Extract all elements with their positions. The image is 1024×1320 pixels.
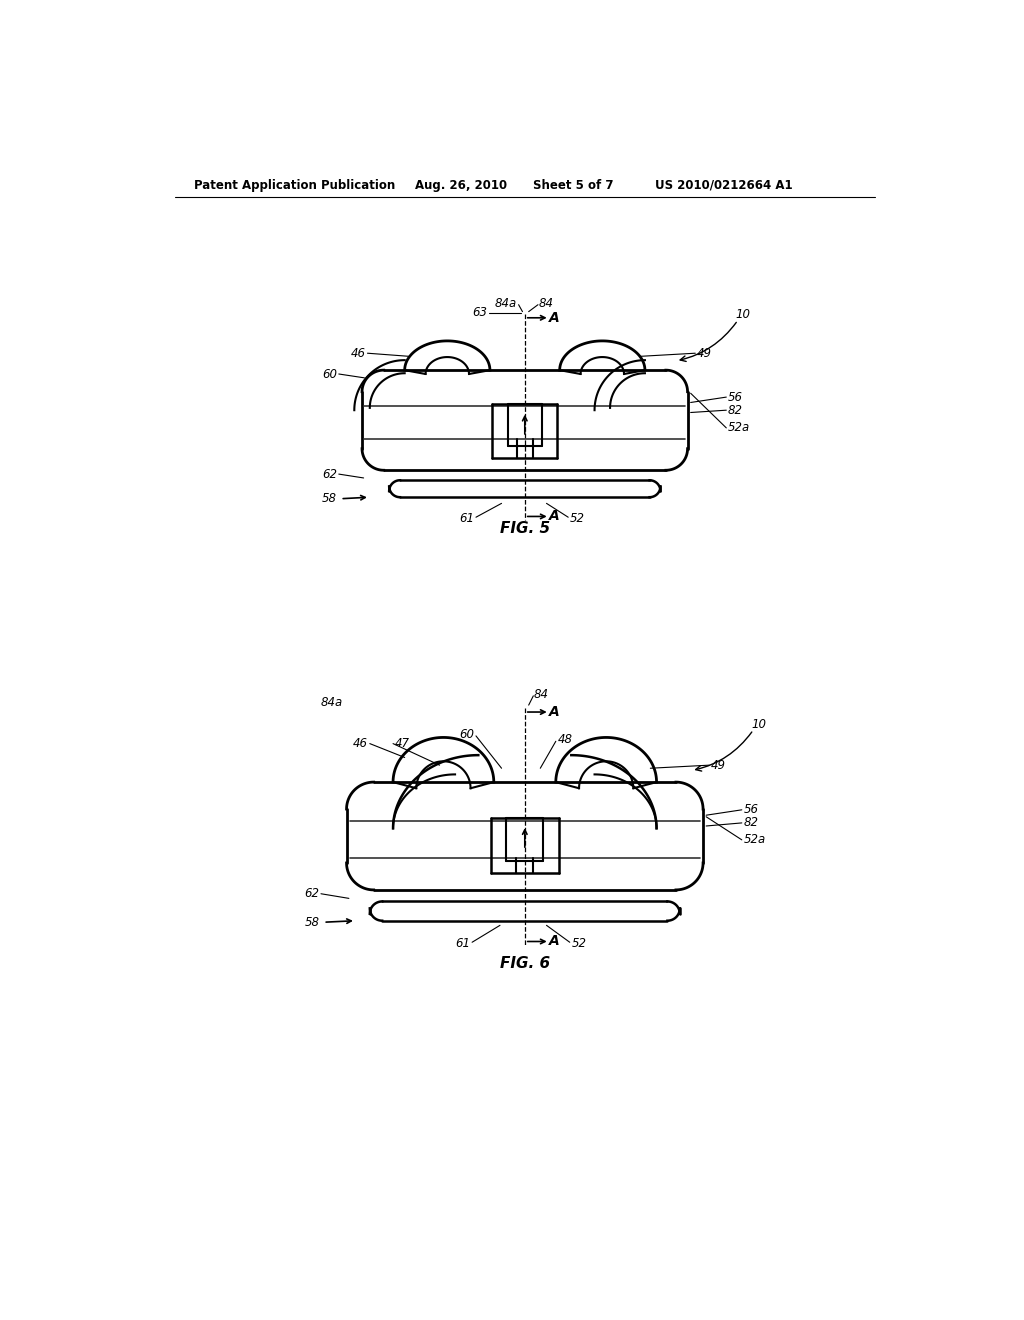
Text: A: A	[549, 705, 560, 719]
Text: 84a: 84a	[495, 297, 517, 310]
Text: 52: 52	[571, 937, 587, 950]
Text: 58: 58	[323, 492, 337, 506]
Text: FIG. 6: FIG. 6	[500, 956, 550, 970]
Text: 47: 47	[394, 737, 410, 750]
Text: Aug. 26, 2010: Aug. 26, 2010	[415, 178, 507, 191]
Text: A: A	[549, 935, 560, 949]
Text: 52a: 52a	[743, 833, 766, 846]
Text: 82: 82	[728, 404, 742, 417]
Text: US 2010/0212664 A1: US 2010/0212664 A1	[655, 178, 793, 191]
Text: 56: 56	[743, 804, 759, 816]
Text: 60: 60	[323, 367, 337, 380]
Text: 56: 56	[728, 391, 742, 404]
Text: 84: 84	[539, 297, 554, 310]
Text: 62: 62	[323, 467, 337, 480]
Text: 52a: 52a	[728, 421, 751, 434]
Text: 61: 61	[460, 512, 474, 525]
Text: 62: 62	[304, 887, 319, 900]
Text: 46: 46	[351, 347, 366, 360]
Text: 63: 63	[473, 306, 487, 319]
Text: A: A	[549, 510, 560, 524]
Text: 10: 10	[752, 718, 766, 731]
Text: 52: 52	[569, 512, 585, 525]
Text: A: A	[549, 310, 560, 325]
Text: 10: 10	[736, 308, 751, 321]
Text: 84a: 84a	[321, 696, 343, 709]
Text: 46: 46	[353, 737, 369, 750]
Text: 61: 61	[456, 937, 471, 950]
Text: 48: 48	[557, 733, 572, 746]
Text: 84: 84	[535, 688, 549, 701]
Text: 58: 58	[304, 916, 319, 929]
Text: 49: 49	[711, 759, 726, 772]
Text: 60: 60	[460, 727, 474, 741]
Text: Sheet 5 of 7: Sheet 5 of 7	[532, 178, 613, 191]
Text: 82: 82	[743, 816, 759, 829]
Text: Patent Application Publication: Patent Application Publication	[194, 178, 395, 191]
Text: FIG. 5: FIG. 5	[500, 520, 550, 536]
Text: 49: 49	[697, 347, 712, 360]
